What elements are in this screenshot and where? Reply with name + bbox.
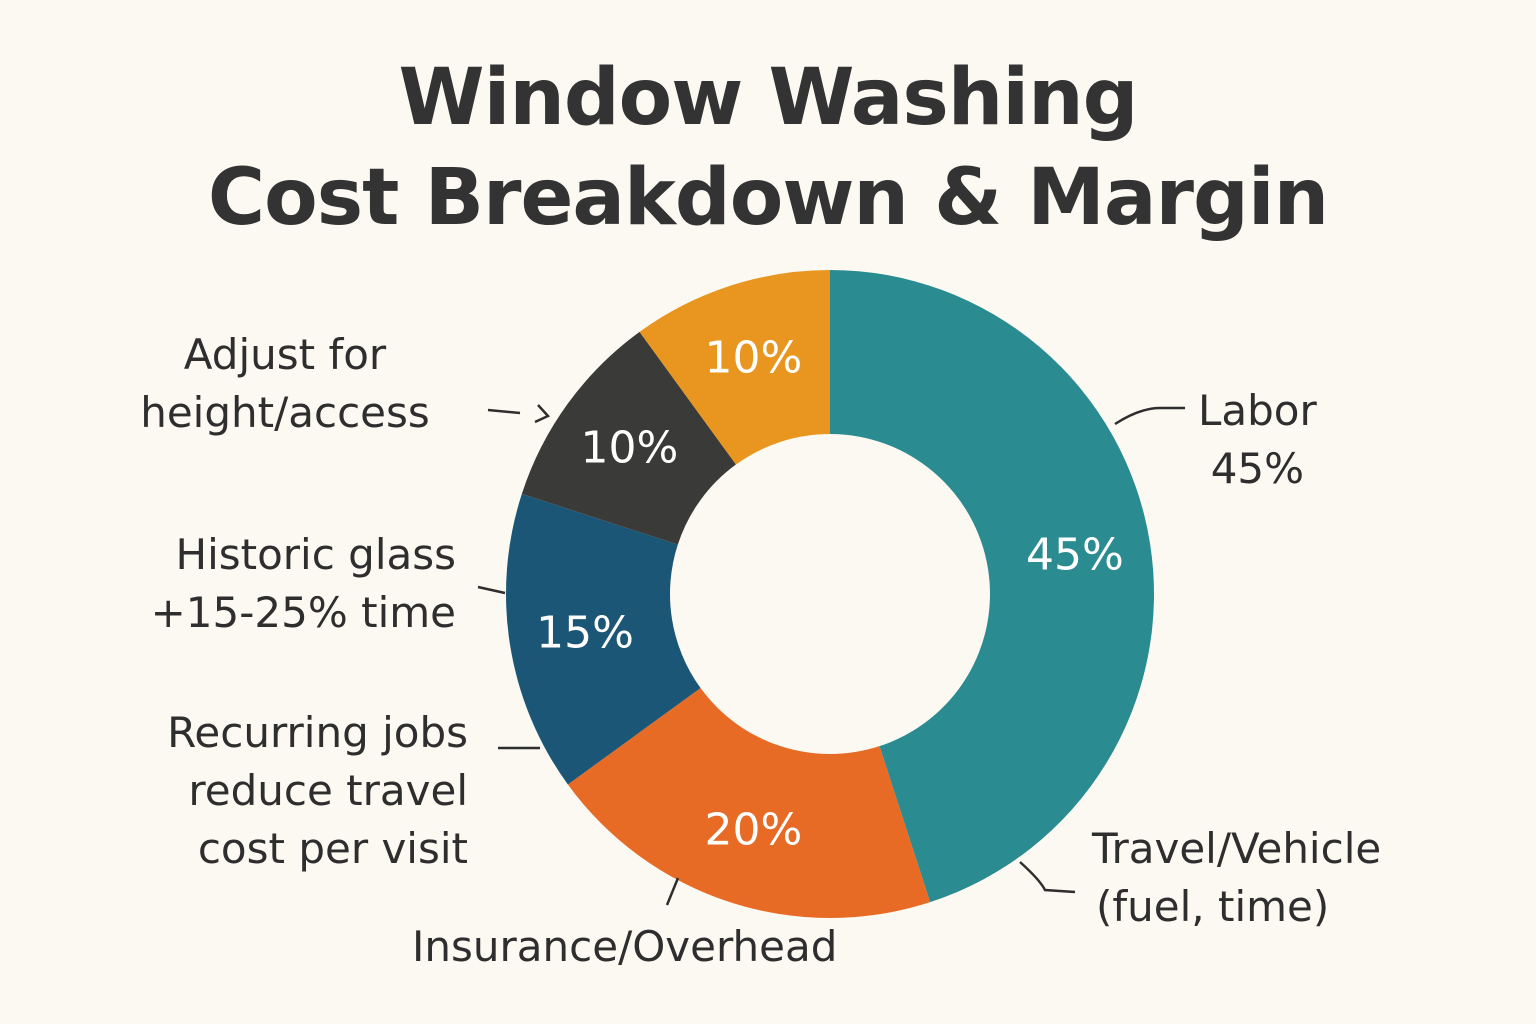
annotation-recurring-line2: reduce travel — [188, 766, 468, 815]
annotation-insurance: Insurance/Overhead — [412, 918, 837, 976]
chart-title: Window Washing Cost Breakdown & Margin — [0, 48, 1536, 248]
annotation-travel-line2: (fuel, time) — [1096, 882, 1330, 931]
leader-adjust-arrowhead — [534, 404, 551, 424]
slice-label-travel: 20% — [704, 804, 802, 855]
slice-label-group: 45% 20% 15% 10% 10% — [536, 333, 1124, 856]
annotation-recurring: Recurring jobs reduce travel cost per vi… — [167, 704, 468, 878]
annotation-adjust-line2: height/access — [140, 388, 430, 437]
annotation-travel: Travel/Vehicle (fuel, time) — [1092, 820, 1381, 936]
slice-adjust — [639, 270, 830, 465]
slice-insurance — [506, 493, 701, 785]
annotation-labor: Labor 45% — [1198, 382, 1317, 498]
slice-label-adjust: 10% — [704, 333, 802, 384]
slice-historic — [521, 331, 736, 545]
slice-label-labor: 45% — [1026, 530, 1124, 581]
annotation-adjust-line1: Adjust for — [183, 330, 387, 379]
annotation-historic-line2: +15-25% time — [150, 588, 456, 637]
slice-label-historic: 10% — [580, 423, 678, 474]
annotation-adjust: Adjust for height/access — [120, 326, 450, 442]
leader-travel — [1019, 861, 1076, 894]
annotation-insurance-line1: Insurance/Overhead — [412, 922, 838, 971]
annotation-recurring-line3: cost per visit — [197, 824, 468, 873]
slice-travel — [567, 688, 931, 919]
slice-labor — [830, 270, 1155, 903]
title-line-1: Window Washing — [398, 53, 1139, 143]
annotation-historic-line1: Historic glass — [175, 530, 456, 579]
annotation-recurring-line1: Recurring jobs — [167, 708, 468, 757]
annotation-labor-line2: 45% — [1210, 444, 1305, 493]
title-line-2: Cost Breakdown & Margin — [207, 153, 1329, 243]
annotation-labor-line1: Labor — [1198, 386, 1317, 435]
leader-adjust — [487, 408, 521, 415]
slice-label-insurance: 15% — [536, 607, 634, 658]
slice-group — [506, 270, 1155, 919]
annotation-travel-line1: Travel/Vehicle — [1092, 824, 1382, 873]
annotation-historic: Historic glass +15-25% time — [151, 526, 456, 642]
leader-lines — [477, 404, 1185, 906]
leader-labor — [1114, 406, 1185, 426]
leader-historic — [477, 585, 506, 595]
leader-insurance — [665, 877, 680, 906]
